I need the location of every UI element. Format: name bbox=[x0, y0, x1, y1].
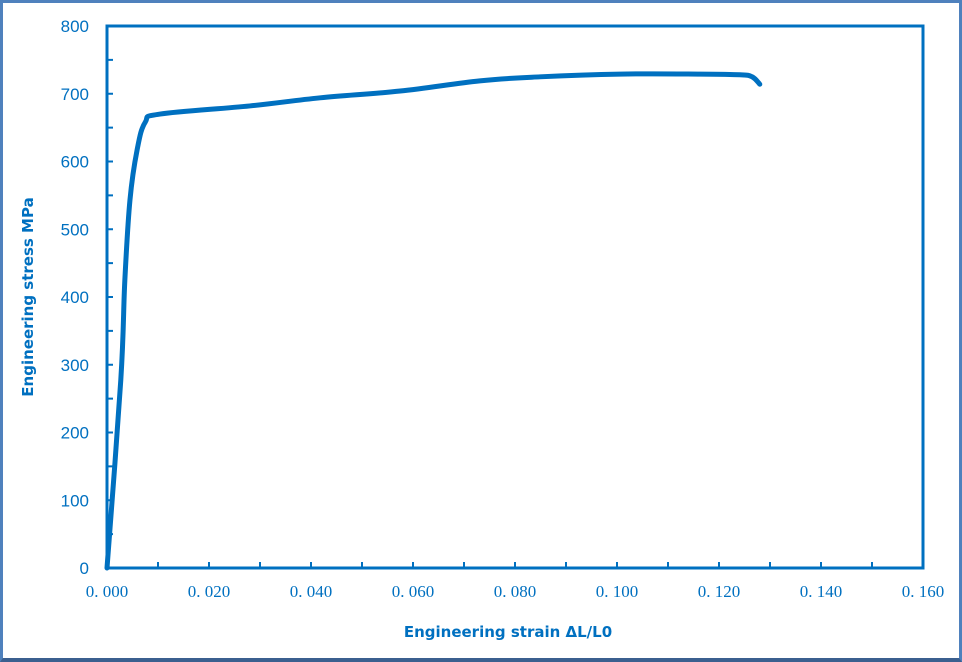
x-tick-label: 0. 140 bbox=[800, 582, 843, 601]
y-tick-label: 0 bbox=[80, 559, 89, 578]
x-tick-label: 0. 080 bbox=[494, 582, 537, 601]
y-tick-label: 800 bbox=[61, 17, 89, 36]
x-tick-label: 0. 160 bbox=[902, 582, 945, 601]
x-tick-label: 0. 000 bbox=[86, 582, 129, 601]
y-tick-label: 400 bbox=[61, 288, 89, 307]
x-axis-title: Engineering strain ΔL/L0 bbox=[404, 623, 612, 641]
x-tick-label: 0. 120 bbox=[698, 582, 741, 601]
y-tick-label: 300 bbox=[61, 356, 89, 375]
y-axis: 0 100 200 300 400 500 600 700 800 bbox=[61, 17, 113, 578]
x-tick-label: 0. 100 bbox=[596, 582, 639, 601]
x-tick-label: 0. 020 bbox=[188, 582, 231, 601]
y-tick-label: 200 bbox=[61, 424, 89, 443]
x-tick-label: 0. 060 bbox=[392, 582, 435, 601]
y-tick-label: 500 bbox=[61, 220, 89, 239]
y-axis-title: Engineering stress MPa bbox=[19, 197, 37, 396]
y-tick-label: 600 bbox=[61, 153, 89, 172]
y-tick-label: 700 bbox=[61, 85, 89, 104]
x-tick-label: 0. 040 bbox=[290, 582, 333, 601]
stress-strain-curve bbox=[104, 71, 763, 571]
y-tick-label: 100 bbox=[61, 491, 89, 510]
